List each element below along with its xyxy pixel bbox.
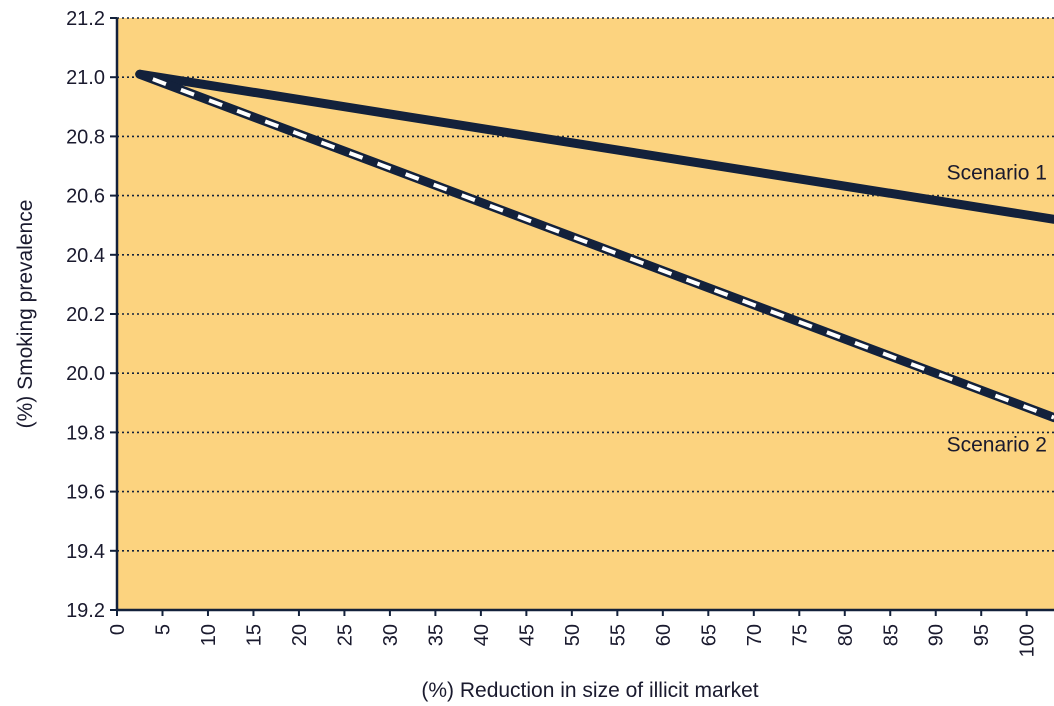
x-tick-label: 60 xyxy=(653,624,675,646)
x-tick-label: 0 xyxy=(107,624,129,635)
y-tick-label: 20.0 xyxy=(66,363,105,385)
x-tick-label: 10 xyxy=(198,624,220,646)
y-tick-label: 19.2 xyxy=(66,600,105,622)
y-axis-title: (%) Smoking prevalence xyxy=(14,200,37,429)
y-tick-label: 20.6 xyxy=(66,186,105,208)
y-tick-label: 19.8 xyxy=(66,422,105,444)
x-tick-label: 100 xyxy=(1017,624,1039,657)
x-tick-label: 90 xyxy=(926,624,948,646)
x-tick-label: 45 xyxy=(516,624,538,646)
x-tick-label: 20 xyxy=(289,624,311,646)
x-tick-label: 80 xyxy=(835,624,857,646)
y-gridlines xyxy=(117,17,1054,552)
y-tick-label: 21.0 xyxy=(66,67,105,89)
x-tick-label: 75 xyxy=(789,624,811,646)
x-tick-label: 50 xyxy=(562,624,584,646)
x-tick-label: 15 xyxy=(243,624,265,646)
series-lines xyxy=(135,69,1054,423)
series-labels: Scenario 1 Scenario 2 xyxy=(947,161,1047,456)
y-tick-label: 19.6 xyxy=(66,482,105,504)
scenario-2-line xyxy=(135,69,1054,423)
x-tick-labels: 0 5 10 15 20 25 30 35 40 45 50 55 60 65 70 75 80 85 90 95 10… xyxy=(107,610,1039,657)
x-tick-label: 35 xyxy=(425,624,447,646)
x-tick-label: 70 xyxy=(744,624,766,646)
x-tick-label: 65 xyxy=(698,624,720,646)
y-tick-label: 21.2 xyxy=(66,8,105,30)
y-tick-labels: 19.2 19.4 19.6 19.8 20.0 20.2 20.4 20.6 20.8 21.0… xyxy=(66,8,117,622)
y-tick-label: 20.2 xyxy=(66,304,105,326)
y-tick-label: 19.4 xyxy=(66,541,105,563)
x-tick-label: 55 xyxy=(607,624,629,646)
x-tick-label: 95 xyxy=(971,624,993,646)
scenario-1-label: Scenario 1 xyxy=(947,161,1047,184)
y-tick-label: 20.8 xyxy=(66,126,105,148)
scenario-2-label: Scenario 2 xyxy=(947,434,1047,457)
x-tick-label: 30 xyxy=(380,624,402,646)
x-tick-label: 85 xyxy=(880,624,902,646)
x-tick-label: 40 xyxy=(471,624,493,646)
x-tick-label: 25 xyxy=(334,624,356,646)
x-axis-title: (%) Reduction in size of illicit market xyxy=(421,679,758,702)
x-tick-label: 5 xyxy=(152,624,174,635)
scenario-1-line xyxy=(135,69,1054,224)
y-tick-label: 20.4 xyxy=(66,245,105,267)
